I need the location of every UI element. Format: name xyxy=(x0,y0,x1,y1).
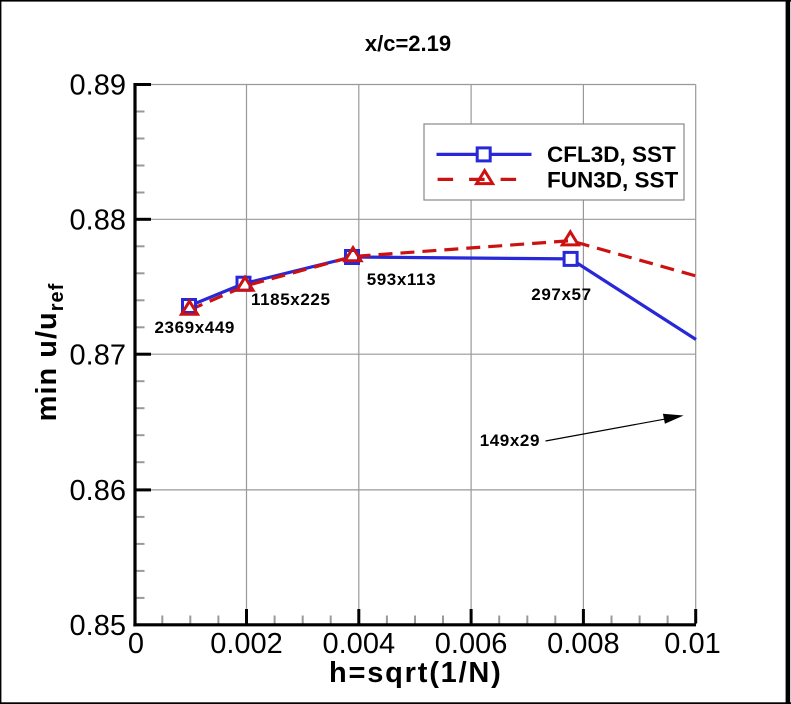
svg-text:0.88: 0.88 xyxy=(70,204,126,236)
svg-text:0.008: 0.008 xyxy=(547,628,620,660)
svg-text:0.004: 0.004 xyxy=(323,628,396,660)
svg-text:297x57: 297x57 xyxy=(531,285,591,304)
svg-text:0.86: 0.86 xyxy=(70,475,126,507)
svg-text:0: 0 xyxy=(128,628,144,660)
svg-text:0.87: 0.87 xyxy=(70,339,126,371)
svg-text:149x29: 149x29 xyxy=(480,431,540,450)
svg-text:593x113: 593x113 xyxy=(367,270,436,289)
svg-text:CFL3D, SST: CFL3D, SST xyxy=(547,142,676,167)
svg-text:2369x449: 2369x449 xyxy=(155,318,235,337)
svg-text:0.85: 0.85 xyxy=(70,610,126,642)
svg-text:h=sqrt(1/N): h=sqrt(1/N) xyxy=(329,657,503,689)
svg-text:0.006: 0.006 xyxy=(435,628,508,660)
svg-text:0.002: 0.002 xyxy=(210,628,283,660)
svg-text:0.89: 0.89 xyxy=(70,70,126,102)
svg-text:0.01: 0.01 xyxy=(664,628,720,660)
svg-text:1185x225: 1185x225 xyxy=(251,290,331,309)
svg-text:x/c=2.19: x/c=2.19 xyxy=(365,31,451,56)
svg-text:FUN3D, SST: FUN3D, SST xyxy=(547,167,679,192)
